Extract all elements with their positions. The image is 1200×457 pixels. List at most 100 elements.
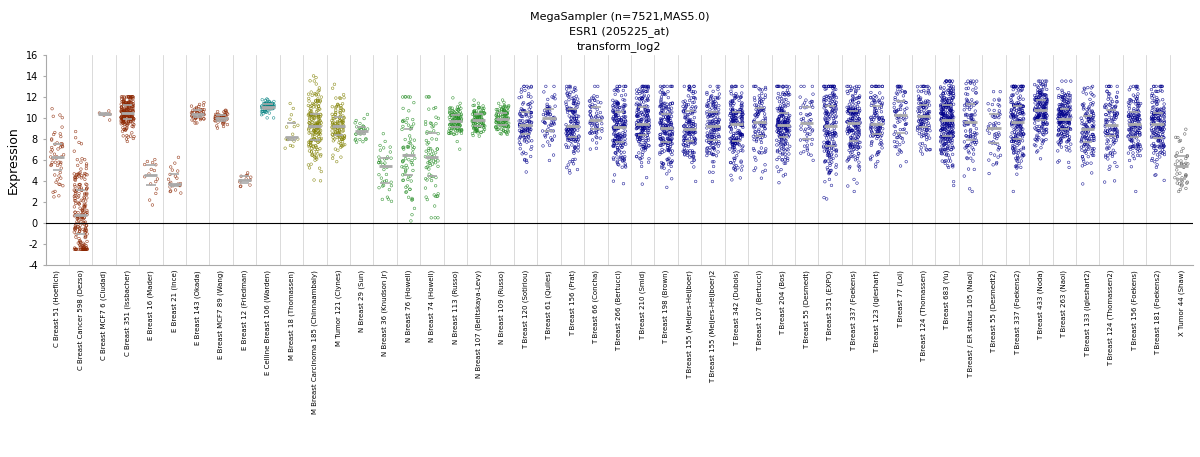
Point — [540, 107, 559, 115]
Point — [914, 116, 934, 123]
Point — [76, 234, 95, 241]
Point — [721, 139, 740, 147]
Point — [652, 142, 671, 149]
Point — [1097, 116, 1116, 123]
Point — [1098, 128, 1117, 135]
Point — [76, 246, 95, 253]
Point — [1033, 123, 1052, 130]
Point — [1146, 143, 1165, 150]
Point — [841, 134, 860, 142]
Point — [214, 118, 233, 126]
Point — [300, 119, 319, 127]
Point — [679, 111, 698, 118]
Point — [656, 124, 676, 132]
Point — [744, 145, 763, 152]
Point — [685, 114, 704, 121]
Point — [1082, 169, 1102, 176]
Point — [887, 107, 906, 115]
Point — [961, 134, 980, 142]
Point — [1153, 138, 1172, 145]
Point — [704, 109, 724, 116]
Point — [1082, 108, 1102, 116]
Point — [400, 173, 419, 181]
Point — [941, 100, 960, 107]
Point — [709, 140, 728, 147]
Point — [840, 143, 859, 150]
Point — [847, 124, 866, 131]
Point — [487, 110, 506, 117]
Point — [68, 170, 88, 178]
Point — [914, 83, 934, 90]
Point — [727, 117, 746, 125]
Point — [726, 139, 745, 147]
Point — [1049, 106, 1068, 113]
Point — [394, 123, 413, 130]
Point — [728, 140, 748, 147]
Point — [194, 111, 214, 118]
Point — [1008, 119, 1027, 126]
Point — [979, 156, 998, 164]
Point — [893, 87, 912, 95]
Point — [1080, 114, 1099, 122]
Point — [76, 218, 95, 226]
Point — [966, 100, 985, 107]
Point — [604, 125, 623, 132]
Point — [979, 123, 998, 130]
Point — [610, 116, 629, 123]
Point — [1121, 96, 1140, 104]
Point — [931, 85, 950, 92]
Point — [302, 137, 322, 144]
Point — [1124, 122, 1144, 129]
Point — [310, 103, 329, 110]
Point — [721, 99, 740, 106]
Point — [510, 121, 529, 128]
Point — [942, 111, 961, 118]
Point — [1034, 120, 1054, 128]
Point — [510, 94, 529, 101]
Point — [989, 114, 1008, 121]
Point — [354, 128, 373, 135]
Point — [563, 95, 582, 102]
Point — [306, 129, 325, 137]
Point — [307, 121, 326, 128]
Point — [1052, 129, 1072, 137]
Point — [965, 129, 984, 136]
Point — [943, 133, 962, 140]
Point — [823, 83, 842, 90]
Point — [1172, 174, 1192, 181]
Point — [943, 128, 962, 135]
Point — [1152, 111, 1171, 118]
Point — [467, 119, 486, 126]
Point — [791, 136, 810, 143]
Point — [74, 246, 94, 253]
Point — [512, 126, 532, 133]
Point — [935, 119, 954, 127]
Point — [914, 112, 934, 120]
Point — [311, 117, 330, 124]
Point — [1126, 188, 1145, 195]
Point — [1033, 129, 1052, 136]
Point — [632, 151, 652, 158]
Point — [498, 127, 517, 134]
Point — [817, 119, 836, 127]
Point — [616, 160, 635, 168]
Point — [486, 119, 505, 126]
Point — [323, 118, 342, 126]
Point — [148, 185, 167, 192]
Point — [120, 113, 139, 120]
Point — [72, 186, 91, 194]
Point — [569, 99, 588, 106]
Point — [444, 117, 463, 124]
Point — [1145, 115, 1164, 122]
Point — [606, 149, 625, 157]
Point — [1008, 158, 1027, 165]
Point — [935, 107, 954, 115]
Point — [638, 107, 658, 114]
Point — [662, 124, 682, 132]
Point — [871, 139, 890, 147]
Point — [720, 145, 739, 153]
Point — [124, 98, 143, 105]
Point — [449, 114, 468, 122]
Point — [704, 131, 724, 138]
Point — [887, 108, 906, 116]
